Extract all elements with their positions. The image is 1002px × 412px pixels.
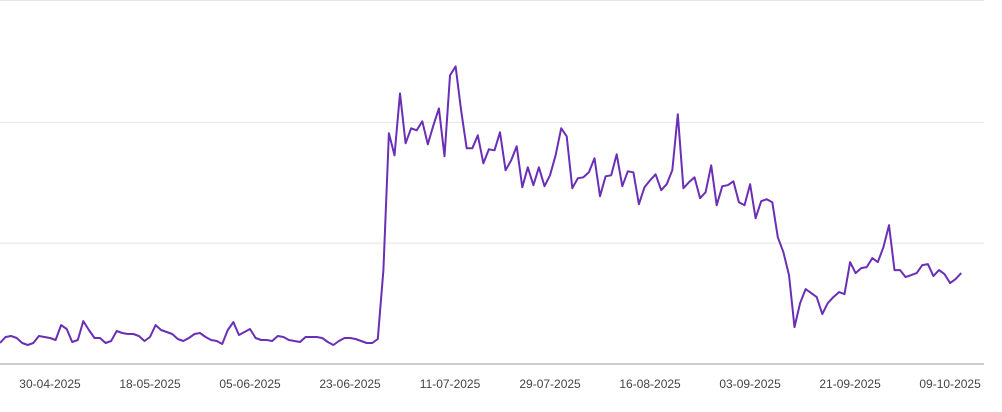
x-tick-label: 23-06-2025	[319, 377, 381, 391]
x-tick-label: 18-05-2025	[119, 377, 181, 391]
x-tick-label: 03-09-2025	[719, 377, 781, 391]
x-tick-label: 05-06-2025	[219, 377, 281, 391]
x-tick-label: 09-10-2025	[919, 377, 981, 391]
x-tick-label: 30-04-2025	[19, 377, 81, 391]
x-tick-label: 11-07-2025	[420, 377, 481, 391]
x-tick-label: 21-09-2025	[819, 377, 881, 391]
x-tick-label: 16-08-2025	[619, 377, 681, 391]
data-line	[0, 65, 962, 346]
x-tick-label: 29-07-2025	[519, 377, 581, 391]
